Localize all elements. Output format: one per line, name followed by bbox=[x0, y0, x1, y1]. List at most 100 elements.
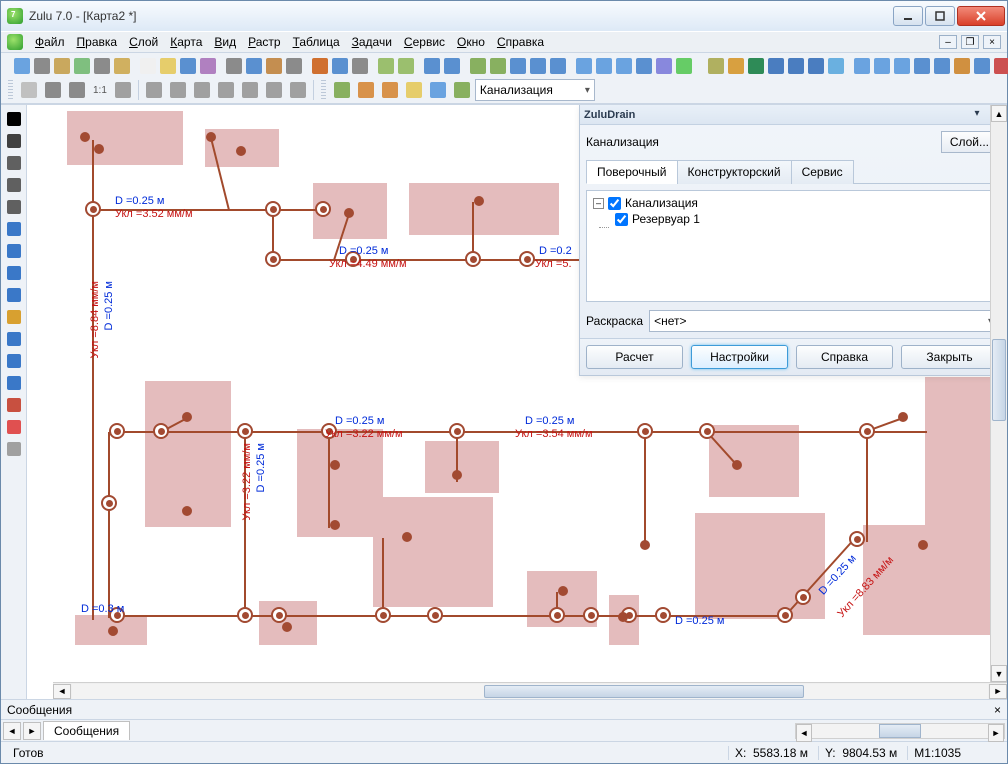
tool-button[interactable] bbox=[4, 131, 24, 151]
tool-button[interactable] bbox=[4, 285, 24, 305]
end-node[interactable] bbox=[80, 132, 90, 142]
node[interactable] bbox=[237, 423, 253, 439]
tool-button[interactable] bbox=[4, 263, 24, 283]
end-node[interactable] bbox=[898, 412, 908, 422]
horizontal-scrollbar[interactable]: ◄ ► bbox=[53, 682, 1007, 699]
menu-слой[interactable]: Слой bbox=[123, 33, 164, 51]
toolbar-button[interactable] bbox=[933, 55, 951, 77]
end-node[interactable] bbox=[236, 146, 246, 156]
mdi-close-button[interactable]: × bbox=[983, 35, 1001, 49]
toolbar-button[interactable] bbox=[549, 55, 567, 77]
tool-button[interactable] bbox=[4, 439, 24, 459]
toolbar-button[interactable] bbox=[707, 55, 725, 77]
toolbar-button[interactable] bbox=[351, 55, 369, 77]
menu-задачи[interactable]: Задачи bbox=[346, 33, 398, 51]
menu-сервис[interactable]: Сервис bbox=[398, 33, 451, 51]
toolbar-button[interactable] bbox=[893, 55, 911, 77]
menu-таблица[interactable]: Таблица bbox=[287, 33, 346, 51]
toolbar-button[interactable] bbox=[159, 55, 177, 77]
toolbar-button[interactable] bbox=[191, 79, 213, 101]
tree-root-label[interactable]: Канализация bbox=[625, 196, 698, 210]
tree-child-checkbox[interactable] bbox=[615, 213, 628, 226]
node[interactable] bbox=[699, 423, 715, 439]
node[interactable] bbox=[849, 531, 865, 547]
toolbar-button[interactable] bbox=[675, 55, 693, 77]
toolbar-button[interactable] bbox=[245, 55, 263, 77]
end-node[interactable] bbox=[452, 470, 462, 480]
tool-button[interactable] bbox=[4, 219, 24, 239]
end-node[interactable] bbox=[282, 622, 292, 632]
toolbar-button[interactable] bbox=[215, 79, 237, 101]
node[interactable] bbox=[449, 423, 465, 439]
node[interactable] bbox=[465, 251, 481, 267]
panel-button-Настройки[interactable]: Настройки bbox=[691, 345, 788, 369]
toolbar-button[interactable] bbox=[489, 55, 507, 77]
node[interactable] bbox=[375, 607, 391, 623]
node[interactable] bbox=[859, 423, 875, 439]
tree-expander[interactable]: – bbox=[593, 198, 604, 209]
toolbar-button[interactable] bbox=[807, 55, 825, 77]
tool-button[interactable] bbox=[4, 153, 24, 173]
node[interactable] bbox=[315, 201, 331, 217]
mdi-minimize-button[interactable]: – bbox=[939, 35, 957, 49]
toolbar-button[interactable] bbox=[225, 55, 243, 77]
tabs-next-button[interactable]: ► bbox=[23, 722, 41, 740]
pipe[interactable] bbox=[707, 431, 867, 433]
node[interactable] bbox=[549, 607, 565, 623]
scroll-up-button[interactable]: ▲ bbox=[991, 105, 1007, 122]
toolbar-button[interactable] bbox=[73, 55, 91, 77]
toolbar-button[interactable] bbox=[112, 79, 134, 101]
toolbar-button[interactable] bbox=[827, 55, 845, 77]
toolbar-button[interactable] bbox=[355, 79, 377, 101]
toolbar-button[interactable] bbox=[403, 79, 425, 101]
scroll-left-button[interactable]: ◄ bbox=[53, 684, 71, 699]
panel-button-Справка[interactable]: Справка bbox=[796, 345, 893, 369]
menu-правка[interactable]: Правка bbox=[71, 33, 124, 51]
end-node[interactable] bbox=[618, 612, 628, 622]
toolbar-button[interactable] bbox=[13, 55, 31, 77]
tool-button[interactable] bbox=[4, 417, 24, 437]
toolbar-button[interactable] bbox=[331, 79, 353, 101]
toolbar-button[interactable] bbox=[42, 79, 64, 101]
end-node[interactable] bbox=[108, 626, 118, 636]
scroll-down-button[interactable]: ▼ bbox=[991, 665, 1007, 682]
pipe[interactable] bbox=[382, 538, 384, 616]
tree-root-checkbox[interactable] bbox=[608, 197, 621, 210]
node[interactable] bbox=[427, 607, 443, 623]
toolbar-button[interactable] bbox=[53, 55, 71, 77]
pipe[interactable] bbox=[645, 431, 707, 433]
tool-button[interactable] bbox=[4, 109, 24, 129]
panel-tab[interactable]: Сервис bbox=[791, 160, 854, 184]
toolbar-button[interactable] bbox=[529, 55, 547, 77]
tool-button[interactable] bbox=[4, 197, 24, 217]
node[interactable] bbox=[795, 589, 811, 605]
toolbar-button[interactable] bbox=[443, 55, 461, 77]
toolbar-button[interactable] bbox=[18, 79, 40, 101]
node[interactable] bbox=[85, 201, 101, 217]
node[interactable] bbox=[237, 607, 253, 623]
tree-child-label[interactable]: Резервуар 1 bbox=[632, 212, 700, 226]
titlebar[interactable]: Zulu 7.0 - [Карта2 *] bbox=[1, 1, 1007, 31]
toolbar-button[interactable] bbox=[767, 55, 785, 77]
node[interactable] bbox=[777, 607, 793, 623]
mdi-restore-button[interactable]: ❐ bbox=[961, 35, 979, 49]
end-node[interactable] bbox=[330, 460, 340, 470]
node[interactable] bbox=[265, 201, 281, 217]
layer-combo[interactable]: Канализация bbox=[475, 79, 595, 101]
node[interactable] bbox=[265, 251, 281, 267]
toolbar-button[interactable] bbox=[469, 55, 487, 77]
end-node[interactable] bbox=[732, 460, 742, 470]
toolbar-button[interactable] bbox=[265, 55, 283, 77]
toolbar-button[interactable] bbox=[377, 55, 395, 77]
tool-button[interactable] bbox=[4, 307, 24, 327]
scroll-right-button[interactable]: ► bbox=[989, 684, 1007, 699]
tool-button[interactable] bbox=[4, 395, 24, 415]
pipe[interactable] bbox=[117, 431, 347, 433]
node[interactable] bbox=[101, 495, 117, 511]
panel-minimize-button[interactable]: ▾ bbox=[970, 108, 984, 122]
end-node[interactable] bbox=[918, 540, 928, 550]
tree-view[interactable]: – Канализация Резервуар 1 bbox=[586, 190, 998, 302]
minimize-button[interactable] bbox=[893, 6, 923, 26]
toolbar-button[interactable] bbox=[635, 55, 653, 77]
toolbar-button[interactable] bbox=[747, 55, 765, 77]
